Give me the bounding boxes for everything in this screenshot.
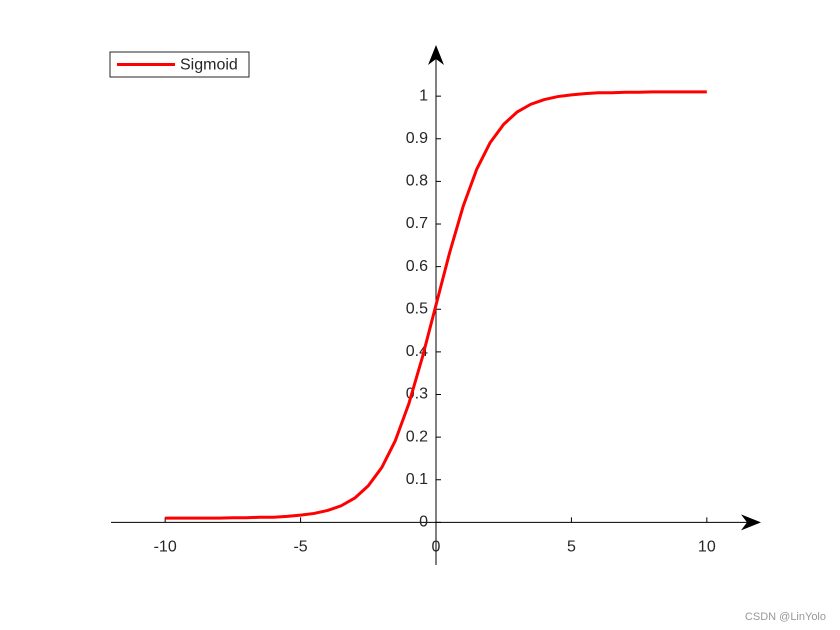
- y-arrow: [428, 45, 444, 65]
- y-tick-label: 1: [419, 87, 428, 104]
- watermark: CSDN @LinYolo: [745, 611, 826, 623]
- y-tick-label: 0.7: [406, 215, 428, 232]
- y-tick-label: 0.8: [406, 173, 428, 190]
- legend-label: Sigmoid: [180, 57, 238, 74]
- x-tick-label: 0: [432, 539, 441, 556]
- x-tick-label: -10: [154, 539, 177, 556]
- y-tick-label: 0.5: [406, 300, 428, 317]
- x-tick-label: 10: [698, 539, 716, 556]
- y-tick-label: 0.2: [406, 428, 428, 445]
- line: [165, 90, 707, 520]
- y-tick-label: 0: [419, 514, 428, 531]
- x-tick-label: 5: [567, 539, 576, 556]
- x-tick-label: -5: [293, 539, 307, 556]
- x-arrow: [741, 514, 761, 531]
- y-tick-label: 0.9: [406, 130, 428, 147]
- y-tick-label: 0.6: [406, 258, 428, 275]
- y-tick-label: 0.1: [406, 471, 428, 488]
